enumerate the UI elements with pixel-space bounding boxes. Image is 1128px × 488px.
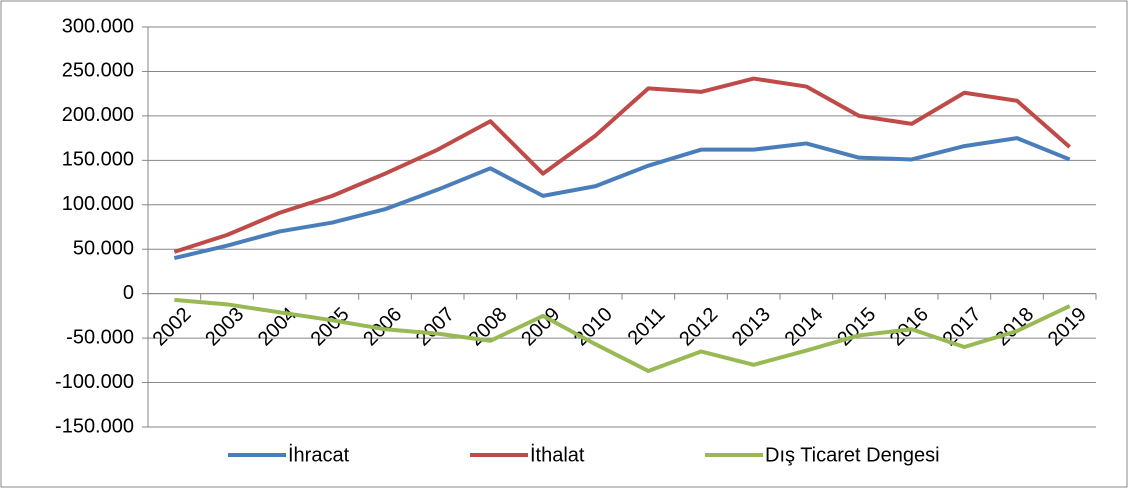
legend-item: İhracat <box>228 443 350 466</box>
y-tick-label: 50.000 <box>73 238 134 260</box>
legend-label: Dış Ticaret Dengesi <box>765 444 940 466</box>
y-tick-label: 0 <box>123 282 134 304</box>
legend-item: İthalat <box>470 443 585 466</box>
legend-label: İhracat <box>288 443 350 466</box>
y-tick-label: 250.000 <box>62 60 134 82</box>
y-tick-label: 300.000 <box>62 15 134 37</box>
y-tick-label: 200.000 <box>62 104 134 126</box>
legend-label: İthalat <box>530 443 585 466</box>
y-tick-label: -150.000 <box>55 415 134 437</box>
y-tick-label: -50.000 <box>66 326 134 348</box>
series-line <box>173 76 1071 254</box>
y-tick-label: 100.000 <box>62 193 134 215</box>
series-line <box>174 297 1071 373</box>
legend-item: Dış Ticaret Dengesi <box>705 444 940 466</box>
y-tick-label: 150.000 <box>62 149 134 171</box>
series-line <box>173 136 1071 261</box>
y-tick-label: -100.000 <box>55 371 134 393</box>
